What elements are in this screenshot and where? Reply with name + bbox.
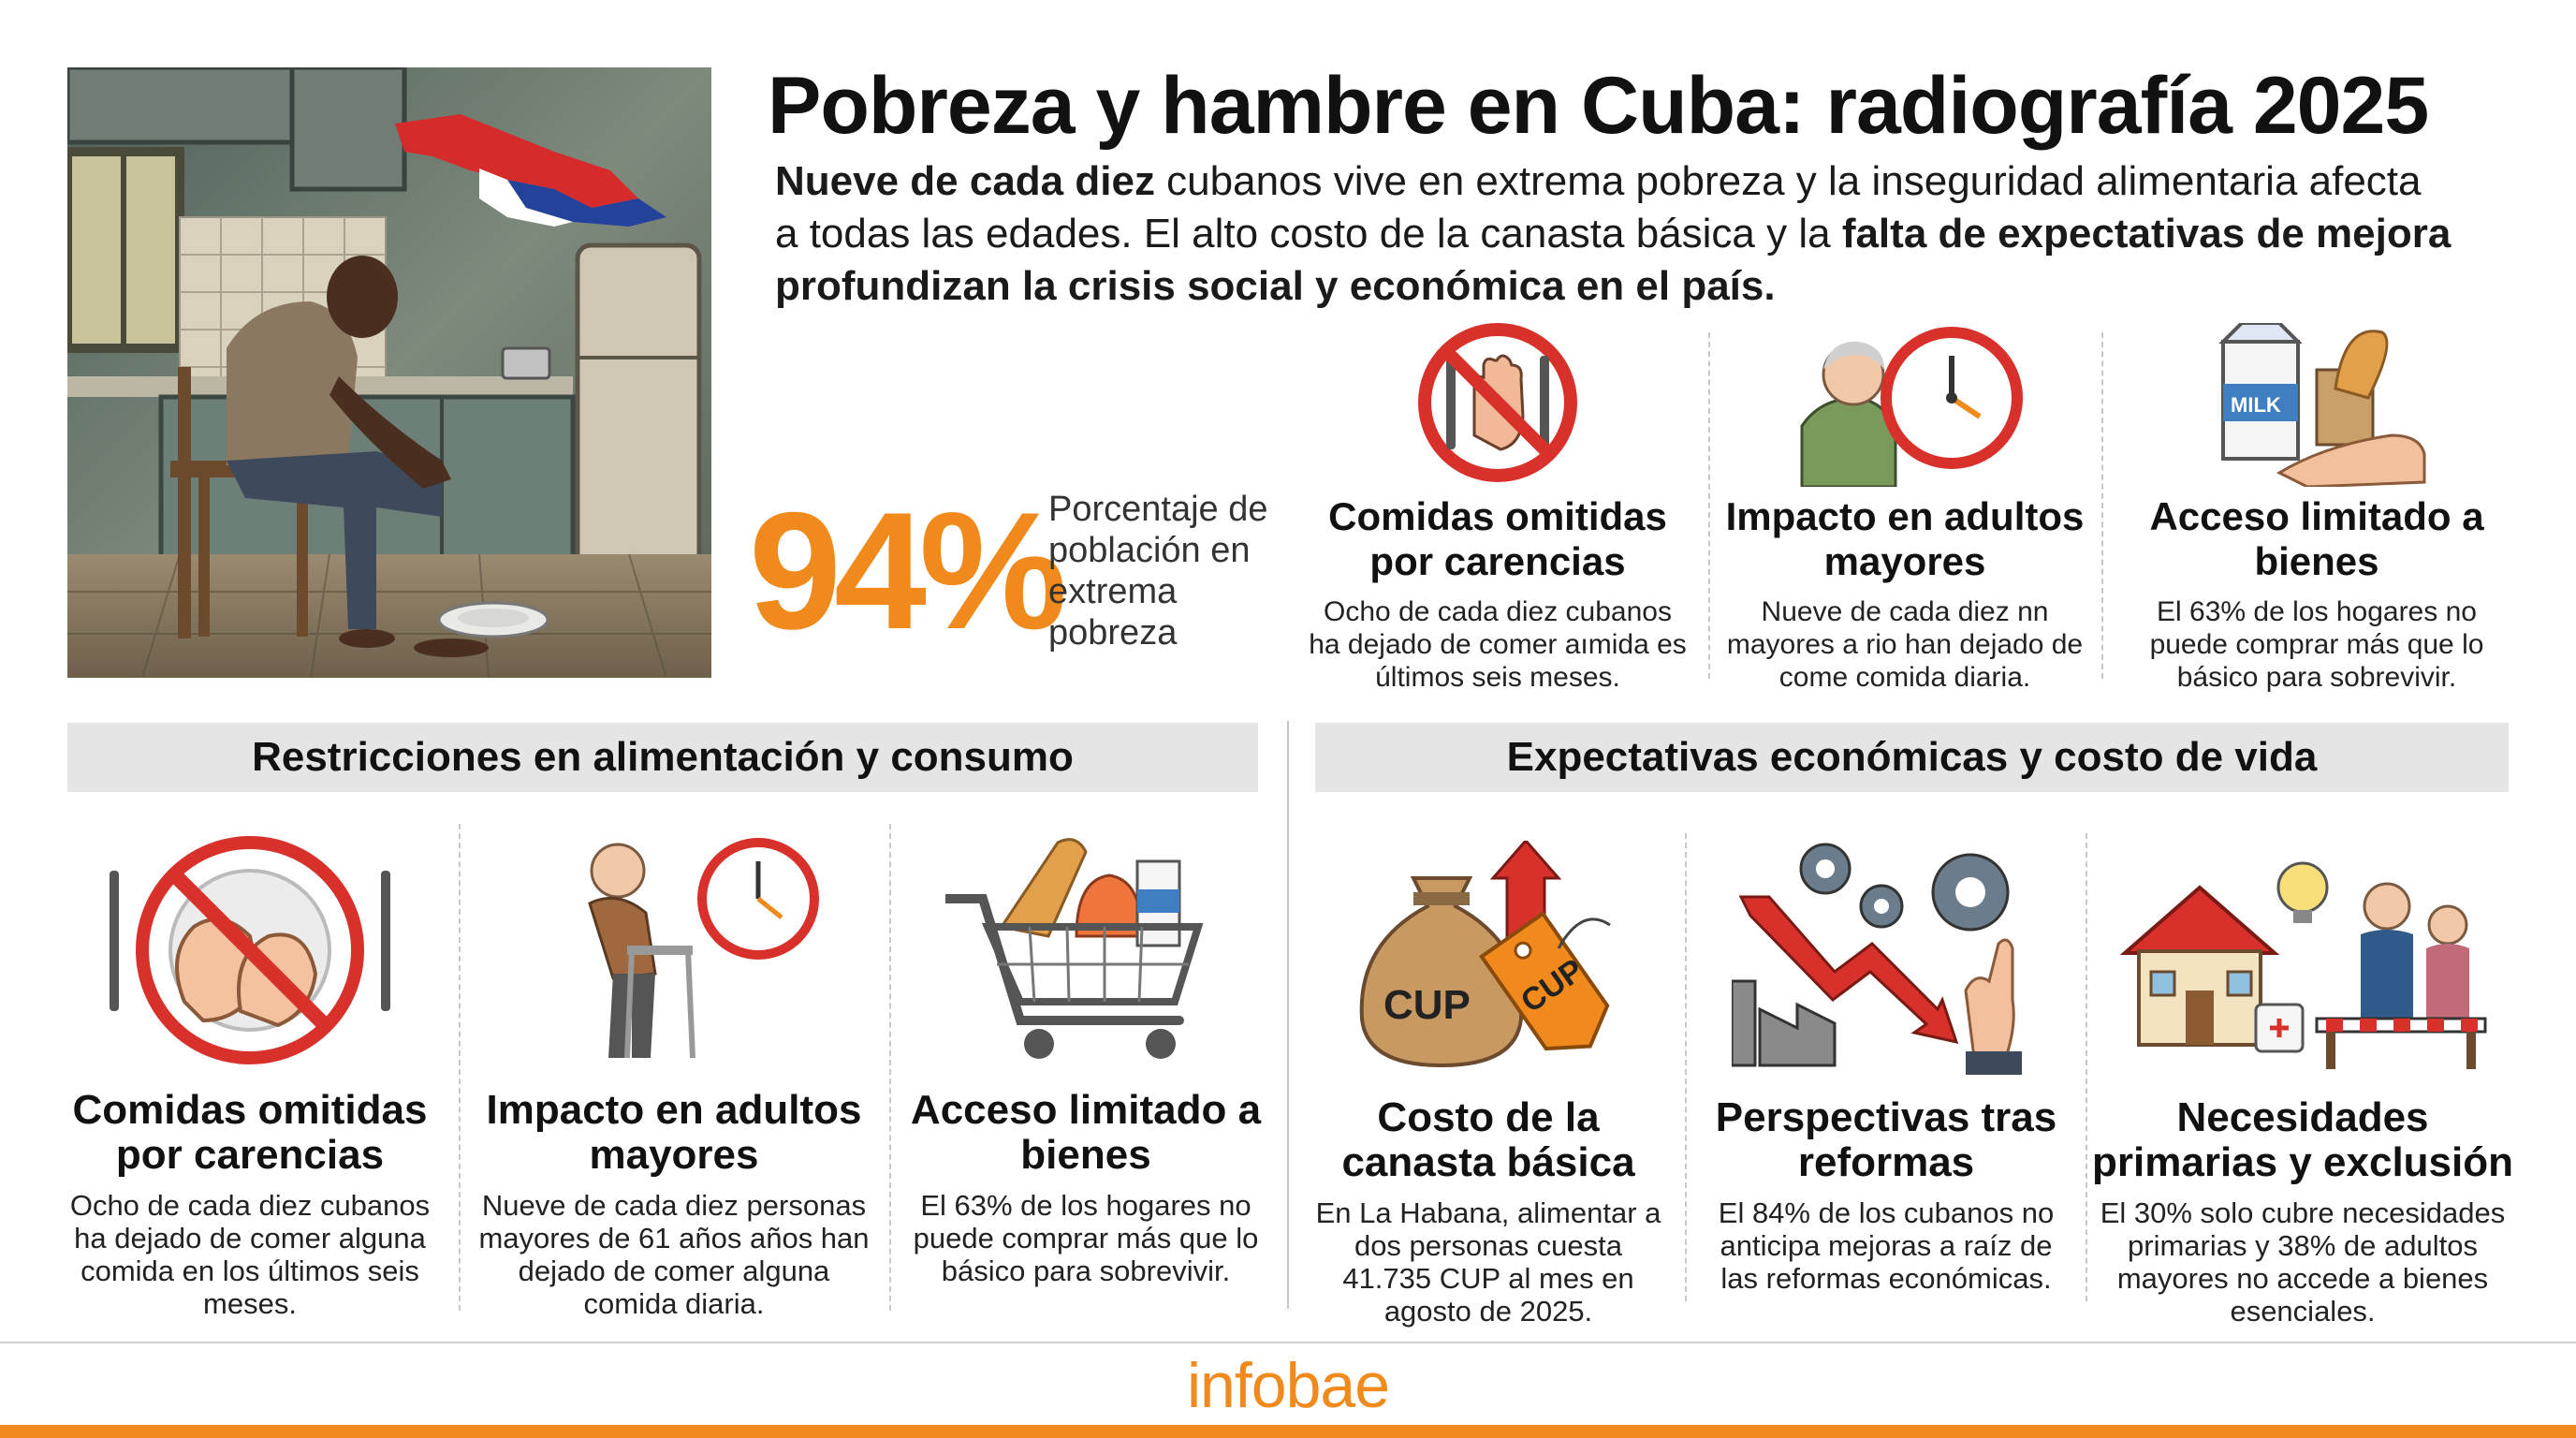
elderly-clock-icon	[1800, 327, 2023, 487]
bottom-card-goods: Acceso limitado a bienes El 63% de los h…	[899, 833, 1273, 1287]
top-card-title: Impacto en adultos mayores	[1725, 494, 2085, 583]
top-card-goods: MILK Acceso limitado a bienes El 63% de …	[2120, 323, 2513, 694]
hero-illustration	[67, 67, 711, 678]
no-eating-icon	[1418, 323, 1577, 482]
bottom-card-text: El 84% de los cubanos no anticipa mejora…	[1718, 1196, 2055, 1295]
section-bar-left: Restricciones en alimentación y consumo	[67, 723, 1258, 792]
no-eating-icon	[110, 836, 390, 1064]
stat-value: 94%	[749, 477, 1067, 664]
divider	[459, 824, 461, 1311]
top-card-elderly: Impacto en adultos mayores Nueve de cada…	[1713, 323, 2097, 694]
bottom-card-needs: Necesidades primarias y exclusión El 30%…	[2092, 841, 2513, 1328]
lead-paragraph: Nueve de cada diez cubanos vive en extre…	[775, 155, 2507, 313]
bottom-card-title: Costo de la canasta básica	[1341, 1094, 1635, 1185]
divider	[2086, 833, 2087, 1301]
lead-bold-1: Nueve de cada diez	[775, 158, 1155, 204]
bottom-card-title: Comidas omitidas por carencias	[72, 1087, 428, 1178]
milk-bread-icon: MILK	[2218, 323, 2426, 487]
bottom-card-title: Acceso limitado a bienes	[910, 1087, 1262, 1178]
bottom-card-text: Nueve de cada diez personas mayores de 6…	[478, 1189, 870, 1320]
lead-text-2: a todas las edades. El alto costo de la …	[775, 211, 1842, 257]
bottom-card-text: En La Habana, alimentar a dos personas c…	[1315, 1196, 1661, 1328]
divider	[889, 824, 891, 1311]
lead-bold-2: falta de expectativas de mejora	[1841, 211, 2452, 257]
bottom-card-text: Ocho de cada diez cubanos ha dejado de c…	[69, 1189, 431, 1320]
bottom-card-text: El 30% solo cubre necesidades primarias …	[2100, 1196, 2506, 1328]
section-bar-right: Expectativas económicas y costo de vida	[1315, 723, 2509, 792]
shopping-cart-icon	[945, 838, 1204, 1059]
top-card-meals: Comidas omitidas por carencias Ocho de c…	[1306, 323, 1690, 694]
top-card-text: Nueve de cada diez nn mayores a rio han …	[1726, 596, 2084, 693]
bottom-card-title: Perspectivas tras reformas	[1715, 1094, 2057, 1185]
bottom-card-title: Impacto en adultos mayores	[486, 1087, 862, 1178]
bottom-card-meals: Comidas omitidas por carencias Ocho de c…	[58, 833, 442, 1320]
bottom-card-elderly: Impacto en adultos mayores Nueve de cada…	[473, 833, 875, 1320]
footer-accent-bar	[0, 1425, 2576, 1438]
bottom-card-reforms: Perspectivas tras reformas El 84% de los…	[1699, 841, 2073, 1295]
top-card-text: El 63% de los hogares no puede comprar m…	[2149, 596, 2484, 693]
footer-divider	[0, 1342, 2576, 1343]
bottom-card-cost: CUP CUP Costo de la canasta básica En La…	[1310, 841, 1666, 1328]
svg-text:MILK: MILK	[2231, 393, 2281, 417]
lead-bold-3: profundizan la crisis social y económica…	[775, 263, 1776, 309]
falling-arrow-gears-icon	[1732, 843, 2022, 1075]
page-title: Pobreza y hambre en Cuba: radiografía 20…	[768, 61, 2429, 151]
elderly-walker-icon	[588, 838, 819, 1059]
lead-text-1: cubanos vive en extrema pobreza y la ins…	[1154, 158, 2422, 204]
bag-label: CUP	[1383, 982, 1471, 1028]
bottom-card-text: El 63% de los hogares no puede comprar m…	[913, 1189, 1259, 1287]
top-card-title: Comidas omitidas por carencias	[1328, 494, 1667, 583]
divider	[1708, 332, 1710, 679]
stat-label: Porcentaje de población en extrema pobre…	[1048, 490, 1268, 653]
divider	[2101, 332, 2103, 679]
section-divider	[1287, 721, 1289, 1309]
bottom-card-title: Necesidades primarias y exclusión	[2092, 1094, 2513, 1185]
top-card-text: Ocho de cada diez cubanos ha dejado de c…	[1309, 596, 1687, 693]
house-family-icon	[2119, 861, 2487, 1069]
kitchen-scene-image	[67, 67, 711, 678]
divider	[1685, 833, 1687, 1301]
money-bag-icon: CUP CUP	[1359, 841, 1611, 1068]
top-card-title: Acceso limitado a bienes	[2149, 494, 2484, 583]
infobae-logo[interactable]: infobae	[1186, 1350, 1390, 1421]
